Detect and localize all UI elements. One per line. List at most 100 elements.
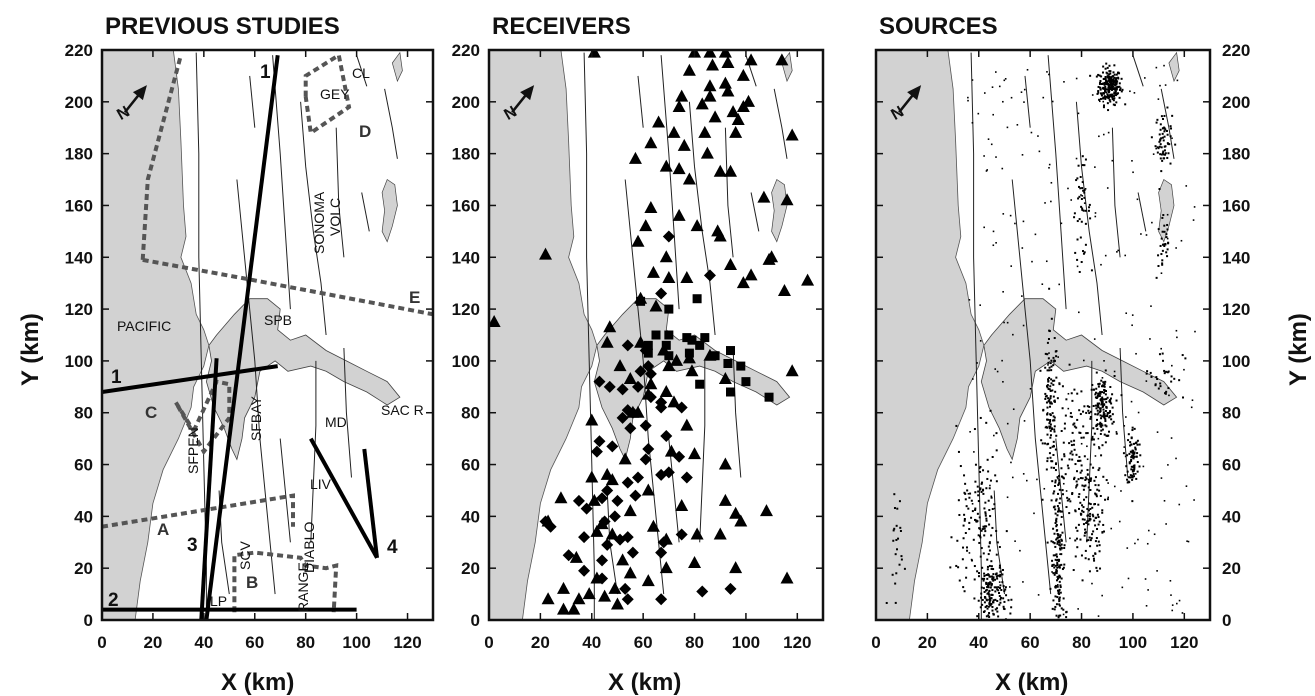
source-point <box>1150 305 1152 307</box>
source-point <box>994 598 997 601</box>
profile-line <box>309 437 379 559</box>
receiver-square <box>643 348 653 358</box>
source-point <box>982 552 985 555</box>
source-point <box>1170 380 1173 383</box>
source-point <box>1113 92 1116 95</box>
source-point <box>1076 238 1079 241</box>
source-point <box>1095 537 1098 540</box>
source-point <box>1080 194 1082 196</box>
receiver-square <box>664 304 674 314</box>
source-point <box>1079 431 1082 434</box>
receiver-triangle <box>659 385 673 397</box>
source-point <box>1115 81 1118 84</box>
source-point <box>1006 321 1009 324</box>
source-point <box>1098 395 1101 398</box>
source-point <box>1058 604 1061 607</box>
source-point <box>989 484 991 487</box>
source-point <box>979 535 982 538</box>
source-point <box>990 496 993 499</box>
source-point <box>1021 295 1023 297</box>
source-point <box>1046 541 1049 544</box>
source-point <box>1050 378 1053 381</box>
source-point <box>1097 73 1100 76</box>
source-point <box>1055 529 1058 532</box>
source-point <box>1095 387 1098 390</box>
source-point <box>1130 456 1133 459</box>
source-point <box>1065 611 1068 614</box>
source-point <box>1099 424 1102 427</box>
source-point <box>1106 413 1109 416</box>
y-tick-label: 160 <box>1222 196 1250 215</box>
source-point <box>1058 502 1061 505</box>
source-point <box>1011 476 1014 479</box>
source-point <box>1099 97 1102 100</box>
source-point <box>1111 88 1114 91</box>
source-point <box>969 430 971 433</box>
source-point <box>1076 546 1079 549</box>
receiver-triangle <box>703 79 717 92</box>
source-point <box>992 573 995 576</box>
source-point <box>1082 506 1085 509</box>
source-point <box>1053 430 1056 433</box>
source-point <box>1075 486 1077 489</box>
source-point <box>978 467 981 470</box>
source-point <box>1117 249 1120 252</box>
y-tick-label: 60 <box>1222 456 1241 475</box>
source-point <box>1052 599 1055 602</box>
source-point <box>1084 484 1087 487</box>
receiver-diamond <box>675 528 688 541</box>
source-point <box>1107 84 1110 87</box>
source-point <box>1081 484 1084 487</box>
panel-sources: N 0 20 40 60 80 100 12002040608010012014016018… <box>871 41 1250 652</box>
source-point <box>1159 139 1162 142</box>
source-point <box>1101 594 1103 597</box>
source-point <box>1046 406 1049 409</box>
source-point <box>1073 425 1076 428</box>
source-point <box>1048 425 1051 428</box>
receiver-triangle <box>724 164 738 177</box>
source-point <box>1077 164 1080 167</box>
source-point <box>996 610 999 613</box>
source-point <box>1121 88 1124 91</box>
source-point <box>1114 88 1117 91</box>
source-point <box>1157 254 1160 257</box>
source-point <box>994 368 997 370</box>
y-tick-label: 0 <box>471 611 480 630</box>
profile-label-4: 4 <box>387 537 398 558</box>
source-point <box>1047 387 1050 390</box>
source-point <box>1136 443 1139 446</box>
x-tick-label: 0 <box>871 633 880 652</box>
source-point <box>1093 432 1096 435</box>
source-point <box>1001 568 1004 571</box>
source-point <box>1103 96 1106 99</box>
receiver-diamond <box>593 435 606 448</box>
source-point <box>1054 595 1057 598</box>
source-point <box>1156 377 1159 380</box>
source-point <box>1166 228 1169 231</box>
source-point <box>1058 574 1061 577</box>
source-point <box>1081 187 1084 190</box>
source-point <box>1002 607 1005 610</box>
source-point <box>981 603 984 606</box>
source-point <box>1004 586 1007 589</box>
source-point <box>1050 181 1053 184</box>
source-point <box>1112 420 1115 423</box>
x-tick-label: 20 <box>531 633 550 652</box>
source-point <box>976 570 979 573</box>
source-point <box>992 113 994 116</box>
source-point <box>1044 426 1047 429</box>
source-point <box>1054 605 1057 608</box>
source-point <box>962 546 965 549</box>
source-point <box>991 589 994 592</box>
source-point <box>1087 209 1090 212</box>
source-point <box>1077 495 1080 498</box>
receiver-diamond <box>621 339 634 352</box>
source-point <box>1081 164 1084 167</box>
source-point <box>1049 436 1052 439</box>
source-point <box>1133 455 1136 458</box>
source-point <box>1075 77 1078 80</box>
source-point <box>973 578 976 581</box>
label-spb: SPB <box>264 312 292 328</box>
source-point <box>1131 449 1134 452</box>
source-point <box>1050 382 1053 385</box>
